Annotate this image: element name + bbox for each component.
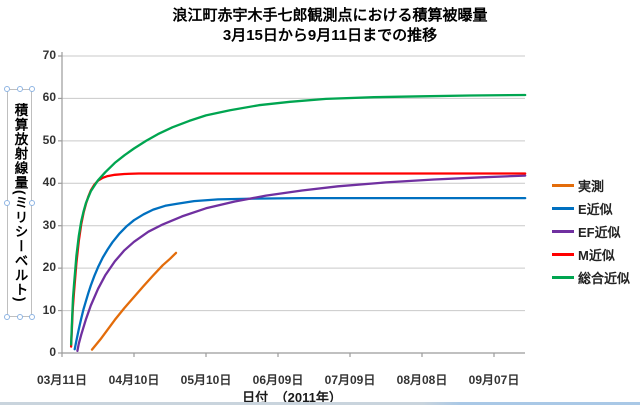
selection-handle[interactable] — [16, 314, 23, 320]
x-tick-label: 03月11日 — [36, 373, 88, 387]
legend-label: 総合近似 — [578, 271, 631, 286]
legend-item: E近似 — [552, 197, 630, 220]
selection-handle[interactable] — [29, 86, 35, 92]
series-line-EF近似 — [76, 174, 527, 353]
y-tick-label: 30 — [42, 217, 56, 232]
legend-label: EF近似 — [578, 225, 621, 240]
legend-item: 実測 — [552, 174, 630, 197]
selection-handle[interactable] — [4, 200, 10, 206]
x-tick-label: 08月08日 — [396, 373, 448, 387]
series-line-E近似 — [73, 196, 527, 351]
legend-item: 総合近似 — [552, 266, 630, 289]
y-tick-label: 10 — [42, 302, 56, 317]
legend-label: M近似 — [578, 248, 615, 263]
legend-swatch — [552, 276, 574, 279]
x-tick-label: 06月09日 — [252, 373, 304, 387]
x-tick-label: 04月10日 — [108, 373, 160, 387]
x-tick-label: 09月07日 — [468, 373, 520, 387]
legend-label: E近似 — [578, 202, 613, 217]
legend-item: EF近似 — [552, 220, 630, 243]
legend-swatch — [552, 207, 574, 210]
legend-label: 実測 — [578, 179, 605, 194]
x-tick-label: 07月09日 — [324, 373, 376, 387]
y-tick-label: 20 — [42, 260, 56, 275]
selection-handle[interactable] — [4, 86, 10, 92]
series-line-M近似 — [69, 172, 527, 348]
series-line-総合近似 — [69, 93, 527, 346]
legend: 実測 E近似 EF近似 M近似総合近似 — [552, 174, 630, 289]
y-axis-title-textbox[interactable]: 積算放射線量(ミリシーベルト) — [7, 89, 32, 317]
selection-handle[interactable] — [4, 314, 10, 320]
y-axis-title: 積算放射線量(ミリシーベルト) — [12, 103, 28, 303]
legend-swatch — [552, 230, 574, 233]
series-line-実測 — [90, 251, 178, 351]
bottom-window-edge — [0, 402, 640, 405]
y-tick-label: 70 — [42, 48, 56, 62]
y-tick-label: 0 — [49, 345, 56, 359]
y-tick-label: 40 — [42, 175, 56, 190]
chart-title-line2: 3月15日から9月11日までの推移 — [222, 27, 438, 44]
legend-item: M近似 — [552, 243, 630, 266]
y-tick-label: 50 — [42, 132, 56, 147]
selection-handle[interactable] — [16, 86, 23, 92]
legend-swatch — [552, 253, 574, 256]
selection-handle[interactable] — [29, 314, 35, 320]
legend-swatch — [552, 184, 574, 187]
x-axis-title: 日付 （2011年） — [242, 390, 342, 405]
selection-handle[interactable] — [29, 200, 35, 206]
chart-title-line1: 浪江町赤宇木手七郎観測点における積算被曝量 — [172, 7, 488, 24]
chart-title: 浪江町赤宇木手七郎観測点における積算被曝量 3月15日から9月11日までの推移 — [40, 6, 620, 46]
y-tick-label: 60 — [42, 90, 56, 105]
x-tick-label: 05月10日 — [180, 373, 232, 387]
